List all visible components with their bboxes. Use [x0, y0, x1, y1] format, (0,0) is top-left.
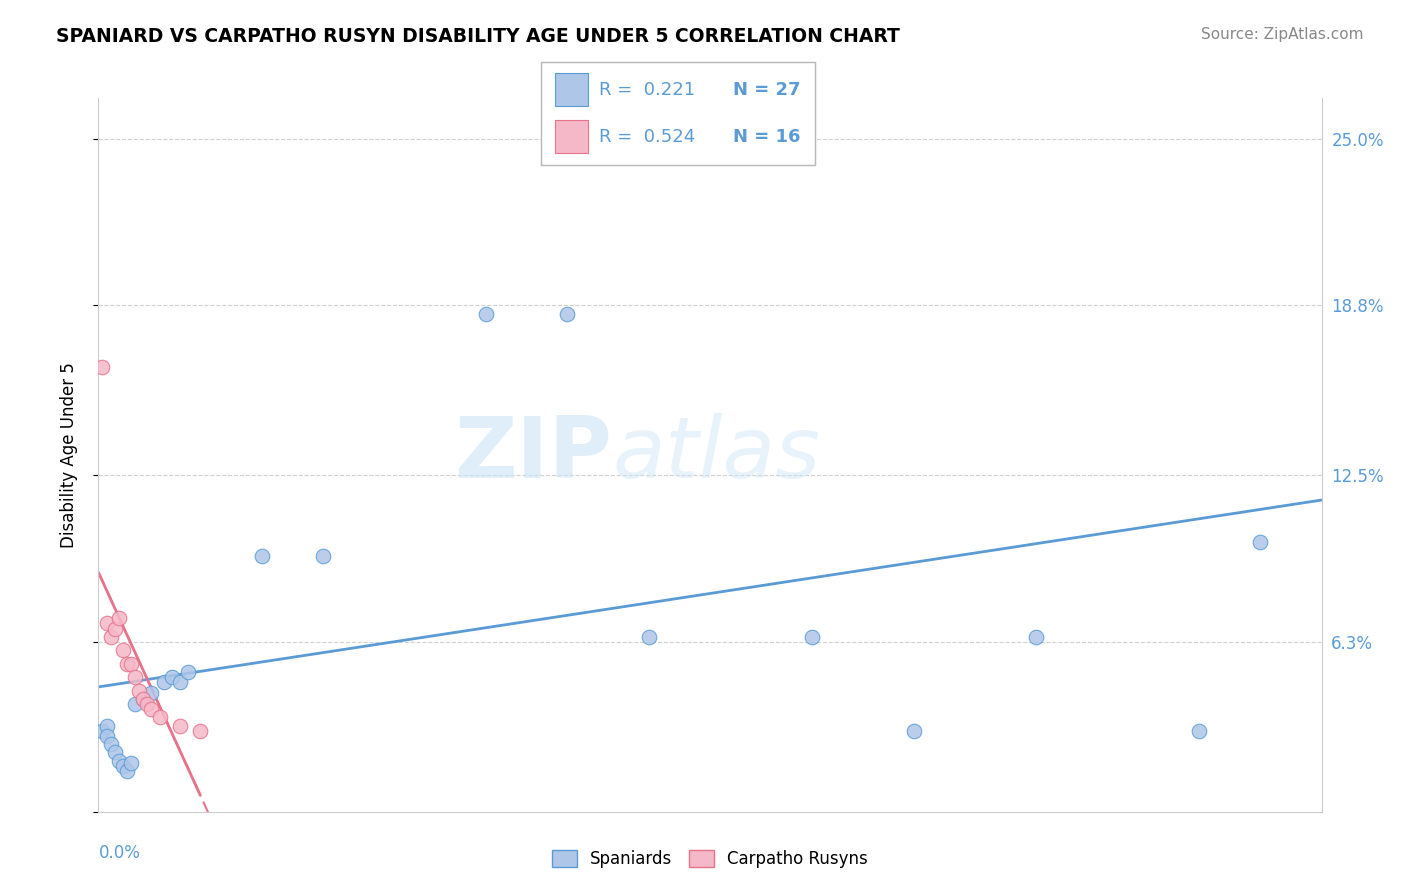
Point — [136, 697, 159, 711]
Point — [638, 630, 661, 644]
Point — [141, 702, 163, 716]
Point — [100, 738, 122, 752]
Point — [96, 616, 118, 631]
Point — [124, 670, 146, 684]
Point — [474, 307, 498, 321]
Point — [115, 764, 138, 779]
Point — [141, 686, 163, 700]
Point — [104, 622, 127, 636]
Text: N = 27: N = 27 — [734, 81, 801, 99]
Point — [91, 360, 114, 375]
Point — [152, 675, 174, 690]
Point — [557, 307, 579, 321]
Bar — [555, 120, 588, 153]
Legend: Spaniards, Carpatho Rusyns: Spaniards, Carpatho Rusyns — [546, 843, 875, 875]
Point — [108, 754, 131, 768]
Point — [1025, 630, 1047, 644]
Point — [312, 549, 335, 563]
Point — [188, 723, 212, 738]
Point — [124, 697, 146, 711]
Text: ZIP: ZIP — [454, 413, 612, 497]
Point — [801, 630, 824, 644]
Text: R =  0.221: R = 0.221 — [599, 81, 695, 99]
Text: N = 16: N = 16 — [734, 128, 801, 146]
Point — [111, 759, 134, 773]
Point — [96, 729, 118, 743]
Point — [250, 549, 273, 563]
Text: R =  0.524: R = 0.524 — [599, 128, 695, 146]
Point — [115, 657, 138, 671]
Text: 0.0%: 0.0% — [98, 844, 141, 862]
Point — [96, 718, 118, 732]
Text: Source: ZipAtlas.com: Source: ZipAtlas.com — [1201, 27, 1364, 42]
Point — [132, 691, 155, 706]
Point — [132, 691, 155, 706]
Point — [160, 670, 183, 684]
Point — [1249, 535, 1271, 549]
Bar — [555, 73, 588, 105]
Point — [111, 643, 134, 657]
Point — [149, 710, 172, 724]
Point — [903, 723, 925, 738]
Y-axis label: Disability Age Under 5: Disability Age Under 5 — [59, 362, 77, 548]
Point — [169, 675, 191, 690]
Text: atlas: atlas — [612, 413, 820, 497]
Point — [108, 611, 131, 625]
Text: SPANIARD VS CARPATHO RUSYN DISABILITY AGE UNDER 5 CORRELATION CHART: SPANIARD VS CARPATHO RUSYN DISABILITY AG… — [56, 27, 900, 45]
Point — [177, 665, 200, 679]
Point — [120, 756, 142, 771]
Point — [128, 683, 150, 698]
Point — [1188, 723, 1211, 738]
Point — [91, 723, 114, 738]
Point — [169, 718, 191, 732]
Point — [100, 630, 122, 644]
Point — [104, 746, 127, 760]
Point — [120, 657, 142, 671]
Point — [699, 145, 721, 159]
